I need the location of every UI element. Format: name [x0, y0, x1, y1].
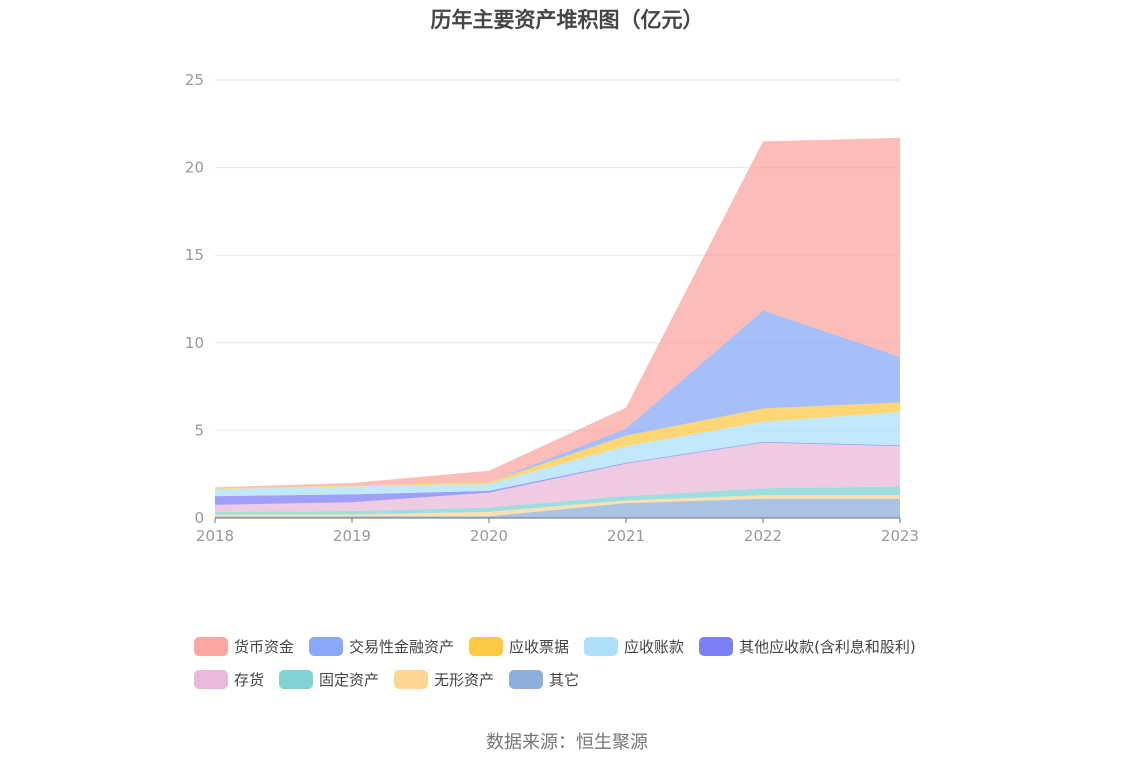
legend-swatch-icon — [469, 637, 504, 656]
legend-item-固定资产[interactable]: 固定资产 — [279, 669, 379, 690]
legend-row-2: 存货 固定资产 无形资产 其它 — [194, 663, 954, 696]
legend-label: 固定资产 — [319, 671, 380, 689]
axes: 0 5 10 15 20 25 2018 2019 2020 2021 2022 2023 — [185, 71, 919, 545]
legend-label: 存货 — [234, 671, 265, 689]
legend-swatch-icon — [279, 670, 314, 689]
y-tick-label: 25 — [185, 71, 204, 89]
area-series-固定资产[interactable] — [215, 486, 900, 515]
y-tick-label: 15 — [185, 246, 204, 264]
chart-title: 历年主要资产堆积图（亿元） — [430, 8, 704, 32]
area-series-应收账款[interactable] — [215, 412, 900, 497]
x-tick-label: 2021 — [607, 527, 645, 545]
legend-item-其它[interactable]: 其它 — [509, 669, 579, 690]
legend-label: 应收票据 — [509, 638, 570, 656]
legend-item-应收账款[interactable]: 应收账款 — [584, 636, 684, 657]
x-tick-label: 2023 — [881, 527, 919, 545]
legend-swatch-icon — [584, 637, 619, 656]
legend-row-1: 货币资金 交易性金融资产 应收票据 应收账款 其他应收款(含利息和股利) — [194, 630, 954, 663]
area-series-应收票据[interactable] — [215, 402, 900, 490]
legend-label: 无形资产 — [434, 671, 495, 689]
x-tick-label: 2020 — [470, 527, 508, 545]
legend: 货币资金 交易性金融资产 应收票据 应收账款 其他应收款(含利息和股利) 存货 … — [194, 630, 954, 696]
legend-label: 其它 — [549, 671, 580, 689]
area-series-存货[interactable] — [215, 442, 900, 512]
y-tick-label: 20 — [185, 159, 204, 177]
legend-label: 其他应收款(含利息和股利) — [739, 638, 916, 656]
x-tick-label: 2022 — [744, 527, 782, 545]
legend-item-应收票据[interactable]: 应收票据 — [469, 636, 569, 657]
legend-swatch-icon — [699, 637, 734, 656]
legend-swatch-icon — [309, 637, 344, 656]
area-series-无形资产[interactable] — [215, 495, 900, 517]
legend-item-存货[interactable]: 存货 — [194, 669, 264, 690]
area-series — [215, 137, 900, 518]
y-tick-label: 10 — [185, 334, 204, 352]
area-series-交易性金融资产[interactable] — [215, 310, 900, 489]
data-source-note: 数据来源：恒生聚源 — [486, 732, 648, 753]
legend-swatch-icon — [194, 637, 228, 656]
area-series-其他应收款(含利息和股利)[interactable] — [215, 441, 900, 505]
legend-swatch-icon — [194, 670, 228, 689]
x-tick-label: 2018 — [196, 527, 234, 545]
legend-swatch-icon — [394, 670, 429, 689]
legend-item-无形资产[interactable]: 无形资产 — [394, 669, 494, 690]
area-series-其它[interactable] — [215, 498, 900, 518]
legend-item-货币资金[interactable]: 货币资金 — [194, 636, 294, 657]
legend-item-交易性金融资产[interactable]: 交易性金融资产 — [309, 636, 454, 657]
legend-label: 货币资金 — [234, 638, 295, 656]
legend-swatch-icon — [509, 670, 544, 689]
area-series-货币资金[interactable] — [215, 137, 900, 489]
legend-label: 交易性金融资产 — [349, 638, 455, 656]
y-tick-label: 5 — [194, 421, 204, 439]
legend-item-其他应收款[interactable]: 其他应收款(含利息和股利) — [699, 636, 916, 657]
y-tick-label: 0 — [194, 509, 204, 527]
x-tick-label: 2019 — [333, 527, 371, 545]
legend-label: 应收账款 — [624, 638, 685, 656]
